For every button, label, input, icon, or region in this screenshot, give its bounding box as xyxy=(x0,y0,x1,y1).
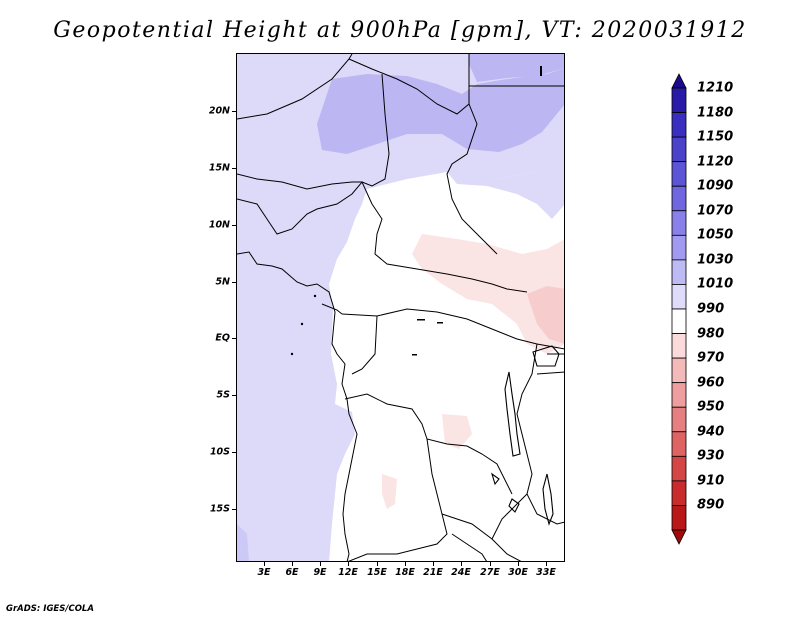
lon-tick xyxy=(490,562,491,566)
lon-label: 30E xyxy=(508,567,528,578)
field-1030-south-west xyxy=(237,524,249,562)
lakes xyxy=(491,345,560,526)
map-field-svg xyxy=(237,54,565,562)
colorbar-segments xyxy=(671,73,687,545)
colorbar-level-label: 980 xyxy=(697,326,725,342)
colorbar-segment xyxy=(671,431,687,457)
lon-label: 6E xyxy=(285,567,299,578)
field-1010-1030-east xyxy=(447,164,565,219)
colorbar-segment xyxy=(671,357,687,384)
lat-label: 10S xyxy=(209,446,230,458)
colorbar-segment xyxy=(671,185,687,212)
colorbar-level-label: 940 xyxy=(697,424,725,440)
colorbar-level-label: 1010 xyxy=(697,276,734,292)
lat-label: 5N xyxy=(215,276,230,288)
lon-tick xyxy=(433,562,434,566)
colorbar-level-label: 1180 xyxy=(697,105,734,121)
colorbar-segment xyxy=(671,308,687,334)
lon-tick xyxy=(348,562,349,566)
colorbar-level-label: 1070 xyxy=(697,203,734,219)
colorbar-level-label: 1120 xyxy=(697,154,734,170)
lat-label: 15S xyxy=(209,503,230,515)
colorbar-level-label: 890 xyxy=(697,497,725,513)
colorbar-level-label: 950 xyxy=(697,399,725,415)
colorbar-segment xyxy=(671,480,687,506)
colorbar-segment xyxy=(671,455,687,482)
colorbar-level-label: 960 xyxy=(697,375,725,391)
colorbar-level-label: 1050 xyxy=(697,227,734,243)
lon-label: 18E xyxy=(395,567,415,578)
lat-label: 10N xyxy=(208,219,230,231)
lon-label: 9E xyxy=(313,567,327,578)
lon-label: 24E xyxy=(451,567,471,578)
colorbar-segment xyxy=(671,382,687,408)
colorbar-level-label: 1090 xyxy=(697,178,734,194)
field-970-980-east xyxy=(527,286,565,344)
credit-text: GrADS: IGES/COLA xyxy=(6,604,94,614)
lon-tick xyxy=(264,562,265,566)
colorbar-segment xyxy=(671,234,687,261)
colorbar-segment xyxy=(671,161,687,187)
colorbar-segment xyxy=(671,505,687,531)
field-980-990-south xyxy=(442,414,472,449)
colorbar-level-label: 970 xyxy=(697,350,725,366)
lat-tick xyxy=(232,395,236,396)
lon-tick xyxy=(405,562,406,566)
lon-label: 3E xyxy=(257,567,271,578)
field-1010-1030-west xyxy=(237,54,565,562)
colorbar-level-label: 990 xyxy=(697,301,725,317)
lon-tick xyxy=(320,562,321,566)
lon-tick xyxy=(377,562,378,566)
lon-tick xyxy=(518,562,519,566)
lon-label: 12E xyxy=(338,567,358,578)
colorbar-segment xyxy=(671,87,687,113)
colorbar-segment xyxy=(671,210,687,236)
lat-tick xyxy=(232,168,236,169)
coastlines-borders xyxy=(237,54,565,562)
lat-label: EQ xyxy=(215,332,230,344)
colorbar-segment xyxy=(671,259,687,285)
lat-tick xyxy=(232,111,236,112)
lat-tick xyxy=(232,338,236,339)
lat-tick xyxy=(232,282,236,283)
colorbar-level-label: 910 xyxy=(697,473,725,489)
lat-tick xyxy=(232,452,236,453)
map-plot-area xyxy=(237,54,565,562)
lat-label: 5S xyxy=(216,389,230,401)
colorbar-segment xyxy=(671,333,687,359)
colorbar-segment xyxy=(671,136,687,163)
colorbar-level-label: 1150 xyxy=(697,129,734,145)
islands xyxy=(290,66,542,356)
colorbar-segment xyxy=(671,112,687,138)
field-980-990-central xyxy=(412,234,565,354)
lon-label: 33E xyxy=(536,567,556,578)
lon-tick xyxy=(546,562,547,566)
colorbar-segment xyxy=(671,406,687,433)
colorbar-level-label: 1210 xyxy=(697,80,734,96)
lat-label: 15N xyxy=(208,162,230,174)
lon-label: 21E xyxy=(423,567,443,578)
lon-label: 27E xyxy=(480,567,500,578)
field-980-990-angola xyxy=(382,474,397,509)
lat-label: 20N xyxy=(208,105,230,117)
field-1030-1050-ne xyxy=(469,54,565,82)
colorbar-top-arrow xyxy=(671,73,687,89)
lon-tick xyxy=(292,562,293,566)
lon-label: 15E xyxy=(367,567,387,578)
lat-tick xyxy=(232,225,236,226)
colorbar-bottom-arrow xyxy=(671,529,687,545)
lat-tick xyxy=(232,509,236,510)
colorbar-level-label: 930 xyxy=(697,448,725,464)
colorbar-level-label: 1030 xyxy=(697,252,734,268)
chart-title: Geopotential Height at 900hPa [gpm], VT:… xyxy=(53,18,747,43)
lon-tick xyxy=(461,562,462,566)
colorbar-segment xyxy=(671,284,687,310)
field-1030-1050-north xyxy=(317,68,565,154)
